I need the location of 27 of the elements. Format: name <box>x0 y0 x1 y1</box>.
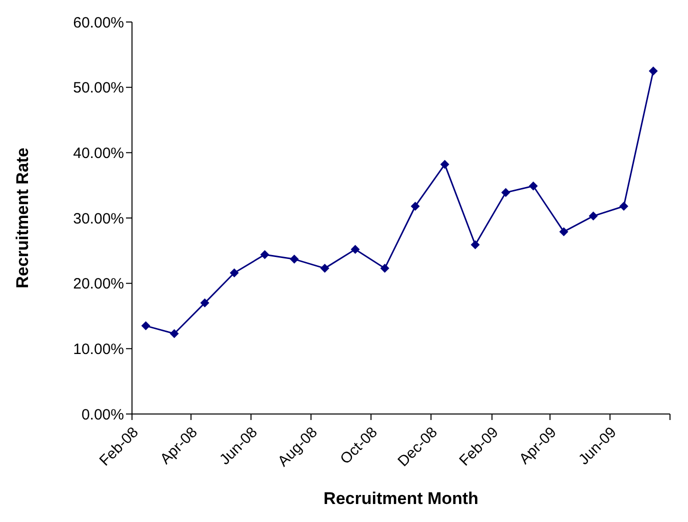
point <box>619 202 628 211</box>
point <box>410 202 420 211</box>
point <box>588 212 598 221</box>
y-tick-label: 10.00% <box>73 340 124 358</box>
point <box>200 298 210 308</box>
point <box>290 254 299 264</box>
point <box>528 181 538 190</box>
point <box>559 227 568 236</box>
y-tick-label: 50.00% <box>73 80 124 97</box>
point <box>260 250 270 260</box>
point <box>141 321 150 330</box>
y-axis-title: Recruitment Rate <box>13 148 32 288</box>
point <box>230 268 239 278</box>
point <box>440 160 450 169</box>
y-tick-label: 40.00% <box>73 144 124 162</box>
x-axis-title: Recruitment Month <box>324 489 478 508</box>
point <box>501 188 510 198</box>
y-tick-label: 60.00% <box>73 14 124 32</box>
y-tick-label: 20.00% <box>73 276 124 293</box>
point <box>350 244 360 254</box>
y-tick-label: 0.00% <box>81 406 124 424</box>
point <box>170 329 179 338</box>
point <box>648 66 658 76</box>
y-tick-label: 30.00% <box>73 210 124 228</box>
point <box>380 264 390 273</box>
point <box>470 240 480 250</box>
point <box>320 264 330 273</box>
